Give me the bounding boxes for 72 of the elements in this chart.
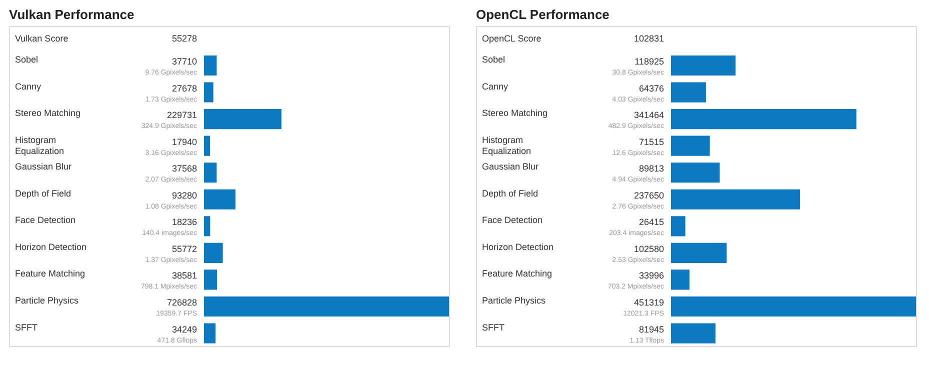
data-label: 64376 <box>638 83 664 94</box>
y-tick-label: Face Detection <box>482 215 543 226</box>
data-label: 237650 <box>634 190 664 200</box>
bar <box>671 55 736 76</box>
bar <box>671 296 916 317</box>
y-tick-label: Particle Physics <box>482 296 546 306</box>
data-label: 34249 <box>172 324 197 334</box>
bar <box>204 296 449 317</box>
y-tick-label: SFFT <box>482 322 505 332</box>
data-label: 726828 <box>166 298 197 308</box>
data-label: 17940 <box>172 136 197 147</box>
bar <box>204 216 210 236</box>
y-tick-label: Horizon Detection <box>482 242 554 252</box>
data-label: 37710 <box>172 56 197 66</box>
data-label: 26415 <box>638 217 664 228</box>
data-label: 71515 <box>638 136 664 147</box>
bar <box>204 323 216 344</box>
y-tick-label: Sobel <box>15 54 38 64</box>
bar <box>671 216 686 236</box>
data-label: 55772 <box>172 244 197 254</box>
text: Vulkan Score <box>15 34 68 44</box>
y-tick-label: SFFT <box>15 322 38 332</box>
y-tick-label: Depth of Field <box>15 188 72 198</box>
bar <box>204 189 236 210</box>
bar <box>671 242 727 263</box>
bar <box>204 242 223 263</box>
y-tick-label: Sobel <box>482 54 506 64</box>
y-tick-label: Histogram Equalization <box>482 134 532 156</box>
bar <box>204 136 210 156</box>
y-tick-label: Depth of Field <box>482 188 538 198</box>
y-tick-label: Horizon Detection <box>15 242 87 252</box>
data-label: 118925 <box>634 56 664 66</box>
y-tick-label: Histogram Equalization <box>15 134 64 156</box>
data-label: 229731 <box>166 110 197 120</box>
bar <box>671 270 690 290</box>
data-label: 38581 <box>172 270 197 281</box>
data-label: 18236 <box>172 217 197 228</box>
data-label: 27678 <box>172 83 197 94</box>
y-tick-label: Gaussian Blur <box>15 162 72 172</box>
y-tick-label: Particle Physics <box>15 296 80 306</box>
y-tick-label: Feature Matching <box>482 268 552 279</box>
data-label: 89813 <box>638 164 664 174</box>
bar <box>671 189 800 210</box>
data-label: 102580 <box>634 244 664 254</box>
data-label: 37568 <box>172 164 197 174</box>
y-tick-label: Canny <box>482 81 509 92</box>
y-tick-label: Feature Matching <box>15 268 86 279</box>
y-tick-label: Stereo Matching <box>15 108 81 118</box>
text: OpenCL Performance <box>476 7 610 22</box>
text: 102831 <box>634 34 664 44</box>
y-tick-label: Canny <box>15 81 42 92</box>
bar <box>204 55 217 76</box>
data-label: 33996 <box>638 270 664 281</box>
bar <box>204 270 218 290</box>
data-label: 341464 <box>634 110 664 120</box>
bar <box>671 323 716 344</box>
bar <box>671 109 856 130</box>
data-label: 93280 <box>172 190 197 200</box>
y-tick-label: Face Detection <box>15 215 76 226</box>
bar <box>204 162 217 183</box>
bar <box>671 82 706 102</box>
bar <box>671 136 710 156</box>
bar <box>671 162 720 183</box>
text: Vulkan Performance <box>9 7 134 22</box>
data-label: 451319 <box>634 298 664 308</box>
data-label: 81945 <box>638 324 664 334</box>
text: OpenCL Score <box>482 34 542 44</box>
y-tick-label: Stereo Matching <box>482 108 548 118</box>
bar <box>204 109 282 130</box>
bar <box>204 82 214 102</box>
y-tick-label: Gaussian Blur <box>482 162 539 172</box>
text: 55278 <box>172 34 197 44</box>
